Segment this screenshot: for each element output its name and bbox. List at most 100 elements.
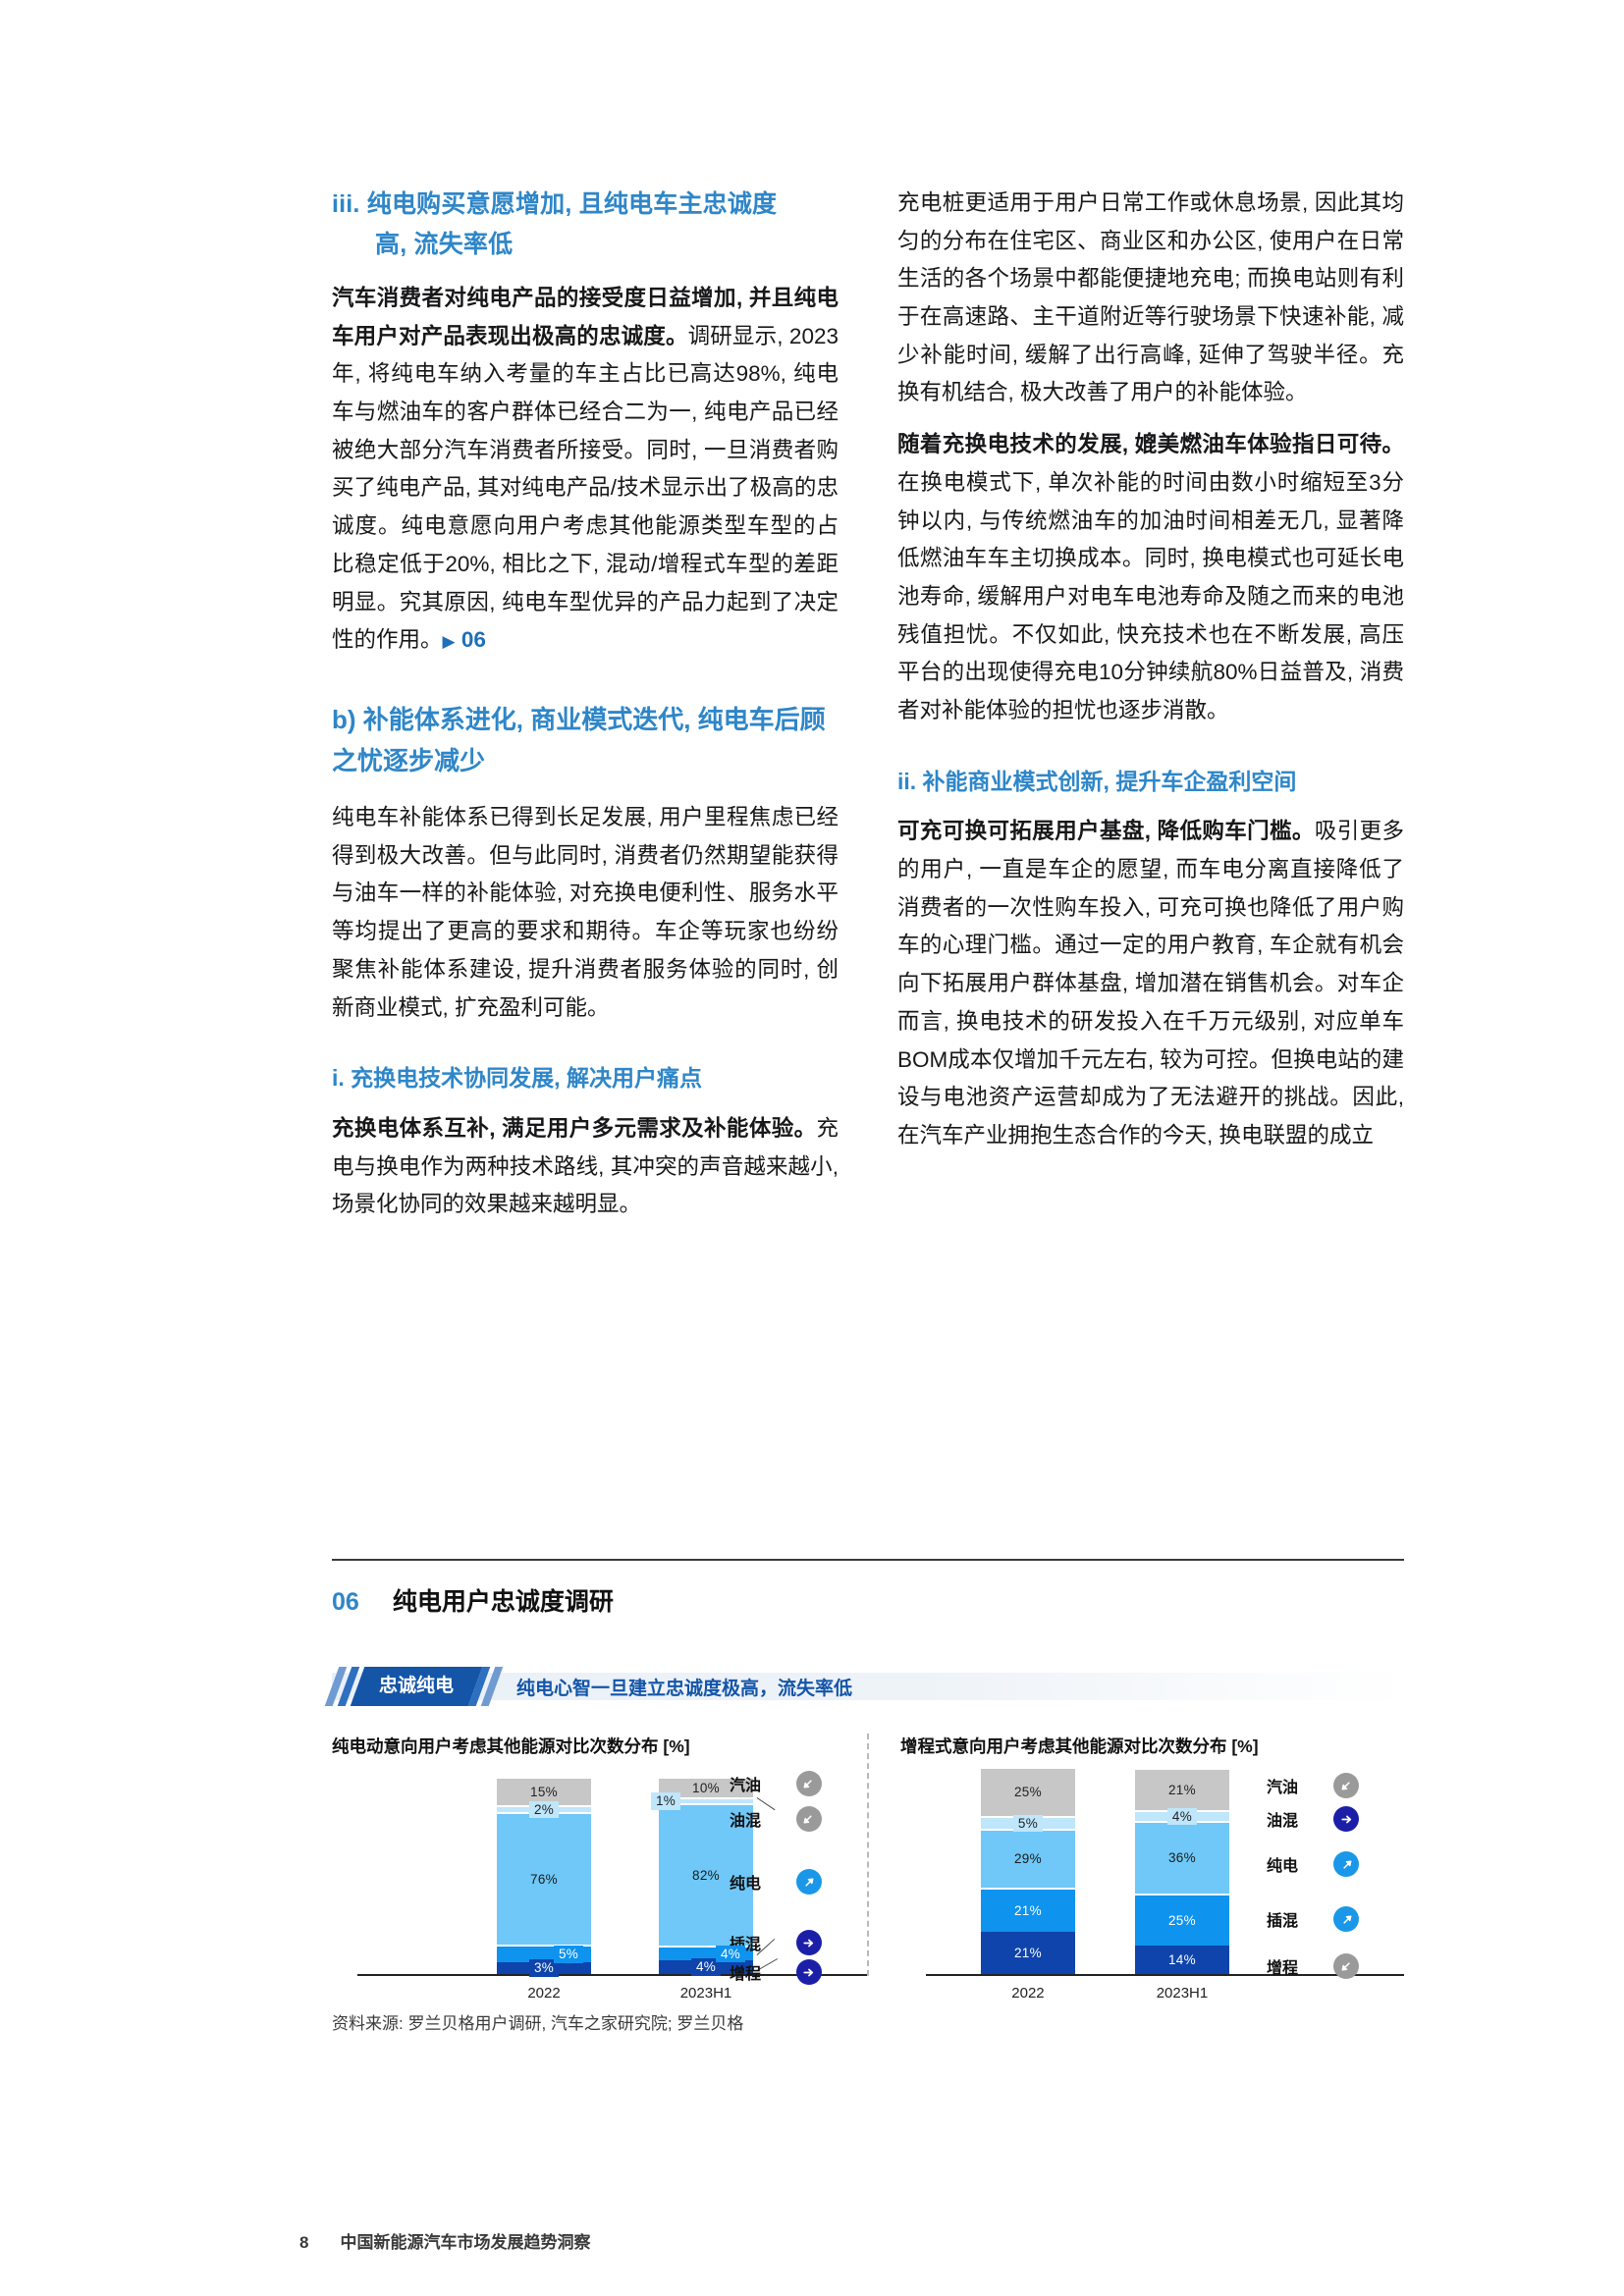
paragraph-4: 充电桩更适用于用户日常工作或休息场景, 因此其均匀的分布在住宅区、商业区和办公区… [897,190,1404,405]
arrow-right-navy-icon [795,1930,822,1955]
paragraph-5-rest: 在换电模式下, 单次补能的时间由数小时缩短至3分钟以内, 与传统燃油车的加油时间… [897,469,1404,722]
label-hev-2022-right: 5% [1012,1814,1044,1833]
right-column: 充电桩更适用于用户日常工作或休息场景, 因此其均匀的分布在住宅区、商业区和办公区… [897,185,1404,1224]
segment-bev-2023h1-right: 36% [1134,1823,1229,1894]
label-erev-2022-right: 21% [1014,1945,1042,1960]
label-phev-2023h1-left: 4% [716,1945,746,1963]
left-column: iii. 纯电购买意愿增加, 且纯电车主忠诚度 高, 流失率低 汽车消费者对纯电… [332,185,839,1224]
legend-label-erev-right: 增程 [1267,1960,1299,1977]
label-gas-2022-right: 25% [1014,1785,1042,1800]
arrow-down-gray-icon [795,1806,822,1832]
label-bev-2023h1-right: 36% [1168,1850,1196,1866]
paragraph-6-bold: 可充可换可拓展用户基盘, 降低购车门槛。 [897,819,1315,844]
label-bev-2023h1-left: 82% [692,1867,720,1883]
label-phev-2022-left: 5% [554,1946,584,1963]
heading-ii: ii. 补能商业模式创新, 提升车企盈利空间 [897,768,1297,794]
legend-item-bev-left[interactable]: 纯电 [730,1869,822,1895]
arrow-down-gray-icon [795,1771,822,1796]
plot-area-right: 21% 21% 29% 5% 25% 2022 14% 25% 36% 4% 2… [925,1769,1404,2002]
legend-left: 汽油 油混 纯电 [730,1765,867,1985]
chart-title-left: 纯电动意向用户考虑其他能源对比次数分布 [%] [332,1736,690,1756]
xtick-2023h1-left: 2023H1 [679,1985,732,2002]
label-hev-2022-left: 2% [528,1800,560,1819]
page-number: 8 [299,2233,309,2252]
label-gas-2023h1-left: 10% [692,1780,720,1795]
label-hev-2023h1-left: 1% [651,1792,681,1810]
bar-2023h1-left: 4% 4% 82% 1% 10% 2023H1 [651,1777,753,2002]
xtick-2022-left: 2022 [527,1985,561,2002]
arrow-up-blue-icon [1333,1851,1359,1877]
segment-hev-2023h1-right: 4% [1134,1807,1229,1826]
segment-erev-2022-left: 3% [497,1959,591,1977]
legend-item-phev-right[interactable]: 插混 [1267,1906,1359,1932]
heading-iii-line1: 纯电购买意愿增加, 且纯电车主忠诚度 [366,190,778,218]
segment-hev-2022-right: 5% [980,1814,1075,1833]
label-phev-2022-right: 21% [1014,1902,1042,1918]
legend-right: 汽油 油混 纯电 [1267,1765,1404,1979]
bar-2022-right: 21% 21% 29% 5% 25% 2022 [980,1767,1075,2002]
chart-bev-intent: 纯电动意向用户考虑其他能源对比次数分布 [%] 3% 5% 76% 2% 15%… [332,1734,867,2002]
heading-i: i. 充换电技术协同发展, 解决用户痛点 [332,1065,702,1092]
charts-container: 纯电动意向用户考虑其他能源对比次数分布 [%] 3% 5% 76% 2% 15%… [332,1734,1404,2002]
label-bev-2022-right: 29% [1014,1851,1042,1867]
x-axis-right [925,1974,1404,1976]
exhibit-06: 06 纯电用户忠诚度调研 忠诚纯电 纯电心智一旦建立忠诚度极高，流失率低 纯电动… [324,1559,1404,2034]
legend-label-phev-right: 插混 [1267,1913,1299,1930]
paragraph-1: 汽车消费者对纯电产品的接受度日益增加, 并且纯电车用户对产品表现出极高的忠诚度。… [332,280,839,660]
arrow-right-navy-icon [795,1959,822,1985]
paragraph-5-bold: 随着充换电技术的发展, 媲美燃油车体验指日可待。 [897,432,1404,457]
label-hev-2023h1-right: 4% [1166,1807,1198,1826]
chart-erev-intent: 增程式意向用户考虑其他能源对比次数分布 [%] 21% 21% 29% 5% 2… [866,1734,1404,2002]
segment-bev-2023h1-left: 82% [659,1805,753,1946]
chart-title-right: 增程式意向用户考虑其他能源对比次数分布 [%] [899,1736,1259,1756]
heading-iii: iii. 纯电购买意愿增加, 且纯电车主忠诚度 高, 流失率低 [332,185,839,264]
legend-label-erev-left: 增程 [729,1966,761,1983]
segment-phev-2023h1-right: 25% [1134,1896,1229,1946]
legend-item-gas-left[interactable]: 汽油 [730,1771,822,1796]
legend-item-hev-right[interactable]: 油混 [1267,1806,1359,1832]
legend-label-hev-left: 油混 [729,1813,761,1830]
x-axis-left [357,1974,867,1976]
arrow-up-blue-icon [795,1869,822,1895]
segment-phev-2022-right: 21% [980,1890,1075,1932]
legend-label-gas-left: 汽油 [729,1778,761,1794]
paragraph-5: 随着充换电技术的发展, 媲美燃油车体验指日可待。在换电模式下, 单次补能的时间由… [897,426,1404,730]
paragraph-1-rest: 调研显示, 2023年, 将纯电车纳入考量的车主占比已高达98%, 纯电车与燃油… [332,323,839,653]
segment-phev-2022-left: 5% [497,1946,591,1963]
label-erev-2023h1-right: 14% [1168,1951,1196,1967]
paragraph-6: 可充可换可拓展用户基盘, 降低购车门槛。吸引更多的用户, 一直是车企的愿望, 而… [897,813,1404,1154]
legend-item-erev-left[interactable]: 增程 [730,1959,822,1985]
heading-iii-line2: 高, 流失率低 [375,230,514,258]
paragraph-3-rest: 充电与换电作为两种技术路线, 其冲突的声音越来越小, 场景化协同的效果越来越明显… [332,1116,839,1217]
xtick-2023h1-right: 2023H1 [1156,1985,1209,2002]
legend-item-gas-right[interactable]: 汽油 [1267,1773,1359,1798]
banner-right-slashes-icon [467,1667,504,1706]
legend-item-bev-right[interactable]: 纯电 [1267,1851,1359,1877]
arrow-down-gray-icon [1333,1953,1359,1979]
segment-bev-2022-left: 76% [497,1814,591,1945]
plot-area-left: 3% 5% 76% 2% 15% 2022 4% 4% 82% 1% 10% [357,1772,867,2002]
exhibit-reference-number: 06 [460,627,486,653]
banner-tag: 忠诚纯电 [350,1667,483,1706]
heading-iii-marker: iii. [332,190,360,218]
segment-gas-2022-left: 15% [497,1779,591,1805]
paragraph-3: 充换电体系互补, 满足用户多元需求及补能体验。充电与换电作为两种技术路线, 其冲… [332,1110,839,1224]
label-phev-2023h1-right: 25% [1168,1912,1196,1928]
paragraph-2: 纯电车补能体系已得到长足发展, 用户里程焦虑已经得到极大改善。但与此同时, 消费… [332,805,839,1020]
bar-2022-left: 3% 5% 76% 2% 15% 2022 [497,1777,591,2002]
exhibit-banner: 忠诚纯电 纯电心智一旦建立忠诚度极高，流失率低 [324,1667,1404,1706]
body-columns: iii. 纯电购买意愿增加, 且纯电车主忠诚度 高, 流失率低 汽车消费者对纯电… [332,185,1404,1224]
bar-2023h1-right: 14% 25% 36% 4% 21% 2023H1 [1134,1768,1229,2002]
segment-bev-2022-right: 29% [980,1831,1075,1888]
exhibit-header: 06 纯电用户忠诚度调研 [332,1582,1404,1618]
legend-label-bev-right: 纯电 [1267,1858,1299,1875]
legend-item-hev-left[interactable]: 油混 [730,1806,822,1832]
banner-text: 纯电心智一旦建立忠诚度极高，流失率低 [516,1678,853,1699]
exhibit-reference[interactable]: ▶ 06 [442,627,486,653]
banner-background [332,1673,1404,1700]
label-gas-2023h1-right: 21% [1168,1782,1196,1797]
segment-gas-2022-right: 25% [980,1769,1075,1816]
legend-item-erev-right[interactable]: 增程 [1267,1953,1359,1979]
legend-label-bev-left: 纯电 [729,1876,761,1893]
